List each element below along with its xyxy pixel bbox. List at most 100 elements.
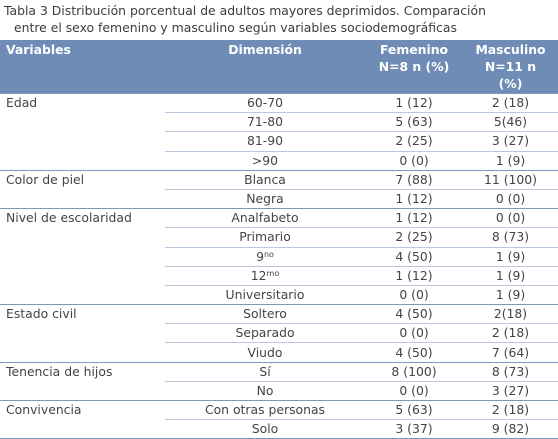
masculino-cell: 2 (18) <box>463 92 558 113</box>
masculino-cell: 8 (73) <box>463 227 558 247</box>
header-femenino-line-2: N=8 n (%) <box>378 59 450 74</box>
dimension-cell: Negra <box>165 188 365 209</box>
table-row: Edad 60-70 1 (12) 2 (18) <box>0 92 558 113</box>
dimension-label: Negra <box>246 191 284 207</box>
dimension-cell: Primario <box>165 227 365 247</box>
table-header: Variables Dimensión Femenino N=8 n (%) M… <box>0 40 558 94</box>
masculino-cell: 9 (82) <box>463 419 558 439</box>
table-row: 12mo 1 (12) 1 (9) <box>0 265 558 286</box>
dimension-cell: 12mo <box>165 265 365 286</box>
table-row: Convivencia Con otras personas 5 (63) 2 (18… <box>0 399 558 420</box>
variable-cell <box>0 113 165 132</box>
table-row: Estado civil Soltero 4 (50) 2(18) <box>0 304 558 324</box>
table-row: Nivel de escolaridad Analfabeto 1 (12) 0 (0… <box>0 208 558 228</box>
caption-line-1: Tabla 3 Distribución porcentual de adult… <box>4 3 486 18</box>
femenino-cell: 4 (50) <box>365 246 463 267</box>
dimension-label: No <box>256 382 274 398</box>
dimension-cell: Universitario <box>165 284 365 305</box>
variable-cell <box>0 324 165 343</box>
header-dimension: Dimensión <box>165 40 365 94</box>
dimension-cell: Analfabeto <box>165 208 365 228</box>
femenino-cell: 0 (0) <box>365 380 463 401</box>
variable-cell: Edad <box>0 92 165 113</box>
dimension-label: Primario <box>239 229 291 245</box>
variable-cell <box>0 343 165 362</box>
masculino-cell: 1 (9) <box>463 150 558 171</box>
masculino-cell: 3 (27) <box>463 131 558 152</box>
table-row: >90 0 (0) 1 (9) <box>0 150 558 171</box>
dimension-cell: Solo <box>165 419 365 439</box>
femenino-cell: 5 (63) <box>365 112 463 132</box>
dimension-cell: 81-90 <box>165 131 365 152</box>
header-masculino-line-2: N=11 n <box>484 59 537 74</box>
dimension-label: 60-70 <box>246 95 283 111</box>
femenino-cell: 1 (12) <box>365 92 463 113</box>
masculino-cell: 2(18) <box>463 304 558 324</box>
dimension-label: 9 <box>256 248 264 264</box>
dimension-cell: 71-80 <box>165 112 365 132</box>
table-row: Negra 1 (12) 0 (0) <box>0 188 558 209</box>
femenino-cell: 4 (50) <box>365 304 463 324</box>
dimension-cell: >90 <box>165 150 365 171</box>
masculino-cell: 7 (64) <box>463 342 558 363</box>
dimension-label: 71-80 <box>246 114 283 130</box>
femenino-cell: 0 (0) <box>365 284 463 305</box>
masculino-cell: 0 (0) <box>463 188 558 209</box>
variable-cell: Color de piel <box>0 169 165 190</box>
table-row: Viudo 4 (50) 7 (64) <box>0 342 558 363</box>
dimension-cell: 60-70 <box>165 92 365 113</box>
dimension-label: Solo <box>251 421 279 437</box>
table-body: Edad 60-70 1 (12) 2 (18) 71-80 5 (63) 5(46) 81-… <box>0 92 558 439</box>
femenino-cell: 1 (12) <box>365 208 463 228</box>
dimension-label: Sí <box>259 363 271 379</box>
header-variables: Variables <box>0 40 165 94</box>
table-row: Tenencia de hijos Sí 8 (100) 8 (73) <box>0 361 558 382</box>
femenino-cell: 1 (12) <box>365 188 463 209</box>
variable-cell <box>0 266 165 285</box>
dimension-cell: Blanca <box>165 169 365 190</box>
femenino-cell: 0 (0) <box>365 150 463 171</box>
table-row: 81-90 2 (25) 3 (27) <box>0 131 558 152</box>
masculino-cell: 3 (27) <box>463 380 558 401</box>
header-masculino-line-3: (%) <box>498 76 523 91</box>
masculino-cell: 5(46) <box>463 112 558 132</box>
header-femenino-line-1: Femenino <box>379 42 449 57</box>
variable-cell <box>0 189 165 208</box>
header-masculino-line-1: Masculino <box>475 42 546 57</box>
dimension-label: Blanca <box>244 171 286 187</box>
femenino-cell: 8 (100) <box>365 361 463 382</box>
masculino-cell: 8 (73) <box>463 361 558 382</box>
table-row: Color de piel Blanca 7 (88) 11 (100) <box>0 169 558 190</box>
dimension-cell: Soltero <box>165 304 365 324</box>
masculino-cell: 2 (18) <box>463 399 558 420</box>
dimension-cell: No <box>165 380 365 401</box>
variable-cell <box>0 419 165 439</box>
table-row: Separado 0 (0) 2 (18) <box>0 323 558 343</box>
masculino-cell: 0 (0) <box>463 208 558 228</box>
dimension-label: Soltero <box>243 306 287 322</box>
dimension-cell: Sí <box>165 361 365 382</box>
variable-cell <box>0 381 165 400</box>
femenino-cell: 4 (50) <box>365 342 463 363</box>
dimension-label: Separado <box>235 325 295 341</box>
variable-cell: Estado civil <box>0 304 165 324</box>
dimension-cell: Con otras personas <box>165 399 365 420</box>
variable-cell: Tenencia de hijos <box>0 361 165 382</box>
ordinal-suffix: mo <box>266 268 280 278</box>
femenino-cell: 3 (37) <box>365 419 463 439</box>
femenino-cell: 7 (88) <box>365 169 463 190</box>
caption-line-2: entre el sexo femenino y masculino según… <box>14 20 457 35</box>
dimension-label: Viudo <box>247 344 283 360</box>
masculino-cell: 1 (9) <box>463 284 558 305</box>
femenino-cell: 2 (25) <box>365 227 463 247</box>
variable-cell <box>0 151 165 170</box>
dimension-cell: 9no <box>165 246 365 267</box>
dimension-label: Analfabeto <box>231 210 299 226</box>
table-row: Primario 2 (25) 8 (73) <box>0 227 558 247</box>
header-masculino: Masculino N=11 n (%) <box>463 40 558 94</box>
dimension-label: 81-90 <box>246 133 283 149</box>
femenino-cell: 1 (12) <box>365 265 463 286</box>
variable-cell: Convivencia <box>0 399 165 420</box>
sociodemographic-table: Variables Dimensión Femenino N=8 n (%) M… <box>0 40 558 439</box>
ordinal-suffix: no <box>263 249 274 259</box>
